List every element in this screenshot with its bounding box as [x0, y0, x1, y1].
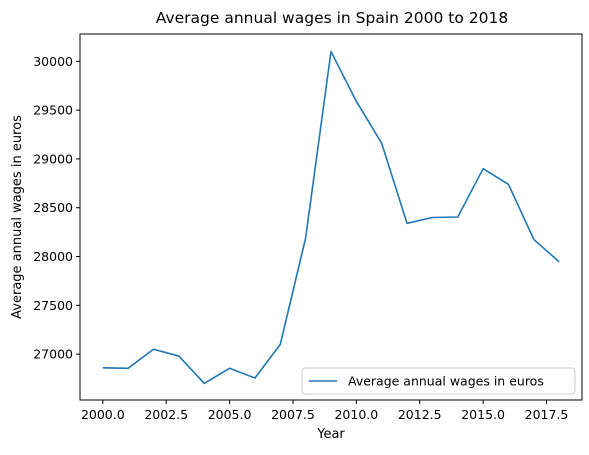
legend: Average annual wages in euros: [301, 367, 576, 395]
y-tick-label: 29000: [33, 151, 73, 166]
y-tick-label: 28000: [33, 249, 73, 264]
chart-title: Average annual wages in Spain 2000 to 20…: [156, 9, 508, 27]
y-tick-label: 27500: [33, 298, 73, 313]
legend-label: Average annual wages in euros: [348, 374, 544, 389]
y-tick-label: 28500: [33, 200, 73, 215]
legend-box: [301, 367, 576, 395]
y-tick-label: 29500: [33, 103, 73, 118]
x-axis-label: Year: [316, 427, 345, 442]
y-axis-ticks: 27000 27500 28000 28500 29000 29500 30000: [33, 54, 80, 362]
plot-area-frame: [79, 33, 583, 401]
x-tick-label: 2017.5: [525, 407, 569, 422]
x-tick-label: 2015.0: [461, 407, 505, 422]
x-tick-label: 2010.0: [334, 407, 378, 422]
x-tick-label: 2000.0: [81, 407, 125, 422]
x-tick-label: 2012.5: [398, 407, 442, 422]
x-tick-label: 2005.0: [208, 407, 252, 422]
y-axis-label: Average annual wages in euros: [10, 115, 25, 319]
y-tick-label: 30000: [33, 54, 73, 69]
x-tick-label: 2007.5: [271, 407, 315, 422]
series-line-average-annual-wages: [102, 50, 560, 385]
x-tick-label: 2002.5: [144, 407, 188, 422]
x-axis-ticks: 2000.0 2002.5 2005.0 2007.5 2010.0 2012.5 2015…: [81, 400, 568, 422]
y-tick-label: 27000: [33, 347, 73, 362]
